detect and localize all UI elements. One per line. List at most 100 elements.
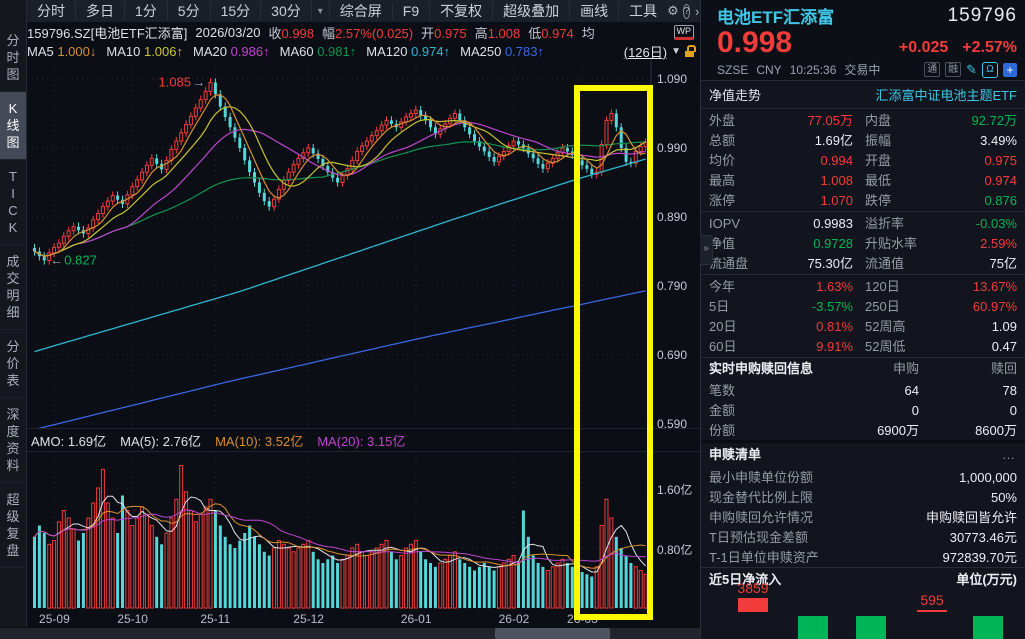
- sidebar-item-char: 明: [6, 288, 20, 303]
- menu-item-超级叠加[interactable]: 超级叠加: [492, 1, 569, 21]
- field-value: 1.008: [487, 25, 521, 41]
- sidebar-item-char: 级: [6, 509, 20, 524]
- sidebar-item-char: T: [9, 169, 17, 184]
- stat-label: IOPV: [709, 215, 741, 231]
- menu-item-F9[interactable]: F9: [391, 3, 429, 19]
- fund-nav-row[interactable]: 净值走势 汇添富中证电池主题ETF: [701, 81, 1025, 109]
- time-tick-label: 25-11: [200, 612, 231, 626]
- add-watchlist-icon[interactable]: +: [1003, 62, 1017, 77]
- stat-label: 最高: [709, 172, 736, 188]
- stat-label: 总额: [709, 132, 736, 148]
- chevron-down-icon[interactable]: ▾: [317, 5, 323, 17]
- quote-row: IOPV 0.9983 溢折率 -0.03%: [701, 213, 1025, 233]
- svg-text:←: ←: [50, 253, 63, 268]
- stat-label: 52周高: [865, 318, 906, 334]
- kline-chart[interactable]: 1.085 → ← 0.827 AMO: 1.69亿 MA(5): 2.76亿 MA(10…: [27, 60, 700, 639]
- stat-label: 内盘: [865, 112, 892, 128]
- price-tick-label: 0.890: [657, 210, 688, 224]
- field-value: 0.974: [541, 25, 574, 41]
- unlock-icon[interactable]: [685, 45, 696, 57]
- period-selector[interactable]: (126日): [623, 44, 668, 60]
- sidebar-item-超级复盘[interactable]: 超级复盘: [0, 483, 26, 568]
- sidebar-item-char: 超: [6, 492, 20, 507]
- ma-value: 0.974↑: [411, 43, 451, 59]
- sidebar-item-分价表[interactable]: 分价表: [0, 330, 26, 398]
- field-label: 低: [528, 25, 542, 41]
- sidebar-item-char: I: [11, 186, 15, 201]
- sidebar-item-char: 表: [6, 373, 20, 388]
- stat-value: 2.59%: [980, 235, 1017, 251]
- net-inflow-bar: [738, 598, 768, 612]
- stat-label: 外盘: [709, 112, 736, 128]
- price-change: +0.025: [898, 39, 949, 56]
- last-price: 0.998: [717, 26, 793, 59]
- menu-item-工具[interactable]: 工具: [618, 1, 667, 21]
- sidebar-item-成交明细[interactable]: 成交明细: [0, 245, 26, 330]
- row-label: 现金替代比例上限: [709, 489, 814, 505]
- timeframe-tab-30分[interactable]: 30分: [261, 1, 312, 21]
- wp-monitor-icon[interactable]: WP: [673, 24, 694, 40]
- help-icon[interactable]: ?: [682, 3, 691, 19]
- menu-item-不复权[interactable]: 不复权: [429, 1, 492, 21]
- quote-row: 今年 1.63% 120日 13.67%: [701, 276, 1025, 296]
- horizontal-scrollbar-thumb[interactable]: [495, 628, 610, 639]
- row-label: T日预估现金差额: [709, 529, 808, 545]
- timeframe-tab-多日[interactable]: 多日: [76, 1, 125, 21]
- row-value: 972839.70元: [942, 549, 1017, 565]
- alert-bell-icon[interactable]: Ω: [982, 61, 998, 78]
- edit-icon[interactable]: ✎: [966, 61, 977, 77]
- quote-row: 流通盘 75.30亿 流通值 75亿: [701, 253, 1025, 273]
- timeframe-tab-5分[interactable]: 5分: [168, 1, 211, 21]
- sidebar-item-分时图[interactable]: 分时图: [0, 24, 26, 92]
- chevron-right-icon[interactable]: ›: [695, 3, 700, 19]
- subscribe-value: 64: [904, 382, 919, 398]
- redeem-value: 78: [1002, 382, 1017, 398]
- ma-value: 1.000↓: [57, 43, 97, 59]
- horizontal-scrollbar[interactable]: [0, 628, 700, 639]
- timeframe-tab-1分[interactable]: 1分: [125, 1, 168, 21]
- quote-row: 60日 9.91% 52周低 0.47: [701, 336, 1025, 356]
- redeem-info-list: 申赎清单 … 最小申赎单位份额 1,000,000 现金替代比例上限 50% 申购赎回允许情…: [701, 440, 1025, 567]
- stat-label: 120日: [865, 278, 900, 294]
- candlestick-pane[interactable]: 1.085 → ← 0.827: [27, 60, 652, 428]
- sidebar-item-char: 深: [6, 407, 20, 422]
- ma-item-MA250: MA250 0.783↑: [460, 44, 544, 59]
- amount-ma-item: MA(20): 3.15亿: [317, 433, 406, 449]
- quote-group: IOPV 0.9983 溢折率 -0.03% 净值 0.9728 升贴水率 2.59% 流通盘 7…: [701, 212, 1025, 275]
- quote-panel: » 电池ETF汇添富 159796 0.998 +0.025 +2.57% SZ…: [700, 0, 1025, 639]
- quote-field-低: 低0.974: [528, 23, 574, 42]
- stat-value: 0.974: [984, 172, 1017, 188]
- caret-down-icon[interactable]: ▼: [671, 45, 681, 57]
- stat-value: 9.91%: [816, 338, 853, 354]
- redeem-list-header: 申赎清单…: [701, 440, 1025, 467]
- ma-item-MA20: MA20 0.986↑: [193, 44, 270, 59]
- stat-value: 75亿: [989, 255, 1017, 271]
- volume-pane[interactable]: [27, 452, 652, 610]
- svg-text:1.085: 1.085: [159, 75, 192, 90]
- time-tick-label: 25-10: [117, 612, 148, 626]
- timeframe-tab-15分[interactable]: 15分: [211, 1, 262, 21]
- timeframe-tab-分时[interactable]: 分时: [27, 1, 76, 21]
- panel-collapse-handle[interactable]: »: [700, 235, 713, 265]
- menu-item-画线[interactable]: 画线: [569, 1, 618, 21]
- sidebar-item-深度资料[interactable]: 深度资料: [0, 398, 26, 483]
- ma-item-MA120: MA120 0.974↑: [366, 44, 450, 59]
- field-label: 均: [581, 25, 595, 41]
- gear-icon[interactable]: ⚙: [667, 3, 679, 18]
- menu-item-综合屏[interactable]: 综合屏: [328, 1, 392, 21]
- more-icon[interactable]: …: [1002, 447, 1017, 462]
- net-inflow-bar: [973, 616, 1003, 639]
- net-inflow-header: 近5日净流入 单位(万元): [701, 567, 1025, 592]
- sidebar-item-char: 图: [6, 135, 20, 150]
- quote-group: 外盘 77.05万 内盘 92.72万 总额 1.69亿 振幅 3.49% 均价 0.994 开盘 0…: [701, 109, 1025, 212]
- stat-label: 流通盘: [709, 255, 749, 271]
- sidebar-item-char: 复: [6, 526, 20, 541]
- stat-value: 0.9728: [813, 235, 853, 251]
- subscribe-table-title: 实时申购赎回信息: [709, 361, 814, 376]
- time-axis: 25-09 25-10 25-11 25-12 26-01 26-02 26-03: [27, 610, 700, 628]
- stat-label: 今年: [709, 278, 736, 294]
